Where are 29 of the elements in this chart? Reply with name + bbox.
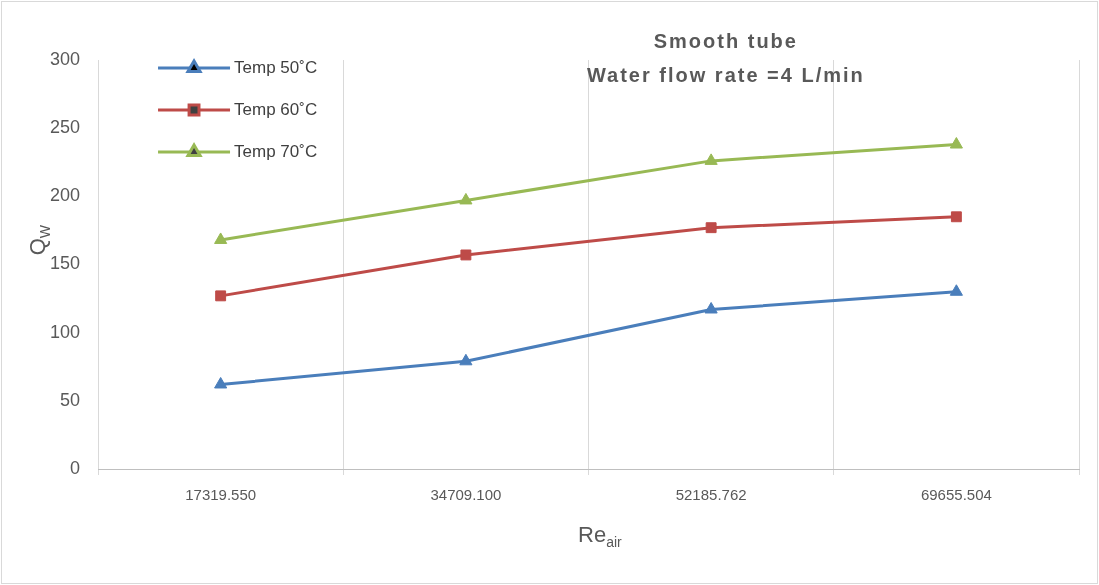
x-axis-title: Re$_{air}$ <box>578 522 622 551</box>
point <box>460 249 472 261</box>
y-tick-label: 300 <box>49 48 81 69</box>
y-tick-label: 0 <box>70 457 81 478</box>
point <box>950 211 962 223</box>
legend-label: Temp 50˚C <box>234 57 318 77</box>
point <box>459 353 473 366</box>
x-tick-label: 52185.762 <box>675 486 747 504</box>
y-tick-label: 200 <box>49 185 81 206</box>
legend-label: Temp 70˚C <box>234 141 318 161</box>
legend-label: Temp 60˚C <box>234 99 318 119</box>
x-tick-label: 17319.550 <box>185 486 257 504</box>
x-tick-label: 34709.100 <box>430 486 502 504</box>
y-tick-label: 250 <box>49 117 81 138</box>
y-tick-label: 100 <box>49 321 81 342</box>
point <box>704 301 718 314</box>
point <box>704 153 718 165</box>
point <box>214 376 228 389</box>
x-tick-label: 69655.504 <box>920 486 992 504</box>
point <box>214 232 228 244</box>
chart-title: Smooth tube <box>653 29 798 52</box>
point <box>459 192 473 205</box>
point <box>215 290 227 302</box>
point <box>949 284 963 296</box>
y-tick-label: 150 <box>49 253 81 274</box>
y-tick-label: 50 <box>60 389 81 410</box>
point <box>949 137 963 149</box>
chart-subtitle: Water flow rate =4 L/min <box>586 63 865 86</box>
point <box>705 222 717 234</box>
